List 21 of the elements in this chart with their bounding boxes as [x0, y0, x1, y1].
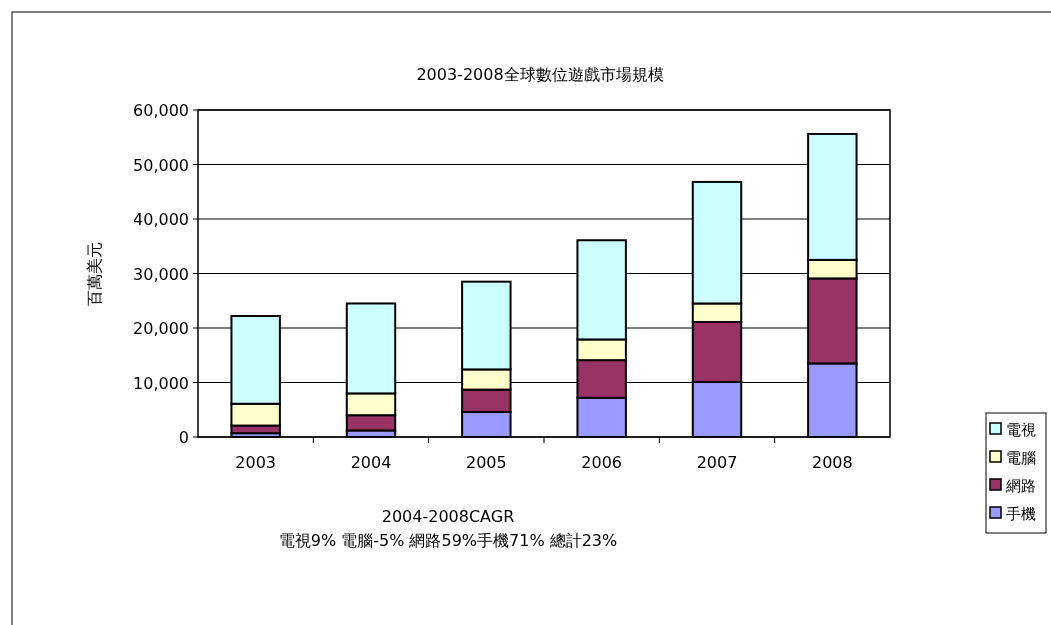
y-tick-label: 10,000	[133, 373, 189, 393]
legend-label: 電腦	[1006, 449, 1036, 467]
y-tick-label: 50,000	[133, 155, 189, 175]
chart-title: 2003-2008全球數位遊戲市場規模	[416, 65, 664, 84]
y-tick-label: 30,000	[133, 264, 189, 284]
y-tick-label: 20,000	[133, 319, 189, 338]
y-axis-title: 百萬美元	[85, 241, 104, 306]
x-tick-label: 2003	[235, 453, 277, 472]
y-tick-label: 60,000	[133, 101, 189, 120]
x-tick-label: 2006	[581, 453, 623, 472]
x-tick-label: 2007	[696, 453, 738, 472]
y-tick-label: 0	[178, 428, 189, 447]
x-tick-label: 2005	[465, 453, 507, 472]
text: 電視9% 電腦-5% 網路59%手機71% 總計23%	[278, 531, 618, 550]
legend-label: 手機	[1006, 505, 1036, 523]
legend-label: 網路	[1005, 477, 1036, 495]
x-tick-label: 2008	[811, 453, 853, 472]
legend-label: 電視	[1006, 421, 1036, 439]
y-tick-label: 40,000	[133, 210, 189, 229]
text: 2004-2008CAGR	[381, 507, 515, 526]
x-tick-label: 2004	[350, 453, 392, 472]
